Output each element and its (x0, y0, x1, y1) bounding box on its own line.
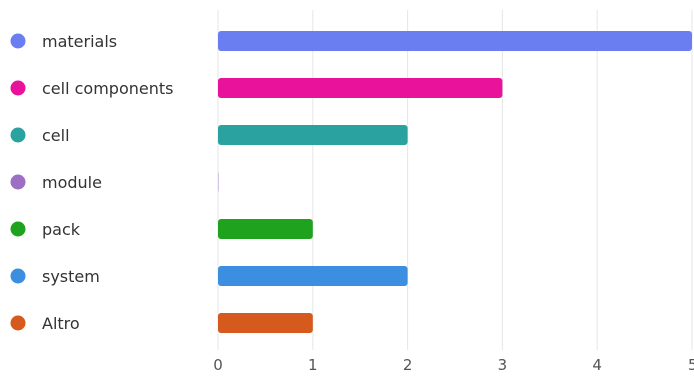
category-label: module (42, 173, 102, 192)
category-label: Altro (42, 314, 80, 333)
bar (218, 172, 219, 192)
category-legend: materials cell components cell module pack sy… (10, 32, 173, 333)
bar (218, 78, 503, 98)
legend-marker (10, 268, 26, 284)
x-tick-label: 4 (592, 356, 602, 374)
x-tick-label: 5 (688, 356, 694, 374)
x-tick-label: 0 (213, 356, 223, 374)
bar (218, 313, 313, 333)
x-tick-label: 1 (308, 356, 318, 374)
x-tick-label: 2 (403, 356, 413, 374)
bar (218, 219, 313, 239)
x-axis-ticks: 0 1 2 3 4 5 (213, 356, 694, 374)
legend-marker (10, 221, 26, 237)
bar (218, 266, 408, 286)
legend-marker (10, 80, 26, 96)
legend-marker (10, 174, 26, 190)
category-label: cell components (42, 79, 173, 98)
legend-marker (10, 127, 26, 143)
category-label: system (42, 267, 100, 286)
grid (217, 10, 693, 350)
bar (218, 125, 408, 145)
category-label: pack (42, 220, 81, 239)
category-label: materials (42, 32, 117, 51)
legend-marker (10, 315, 26, 331)
bars (218, 31, 692, 333)
category-label: cell (42, 126, 70, 145)
legend-marker (10, 33, 26, 49)
x-tick-label: 3 (498, 356, 508, 374)
bar (218, 31, 692, 51)
